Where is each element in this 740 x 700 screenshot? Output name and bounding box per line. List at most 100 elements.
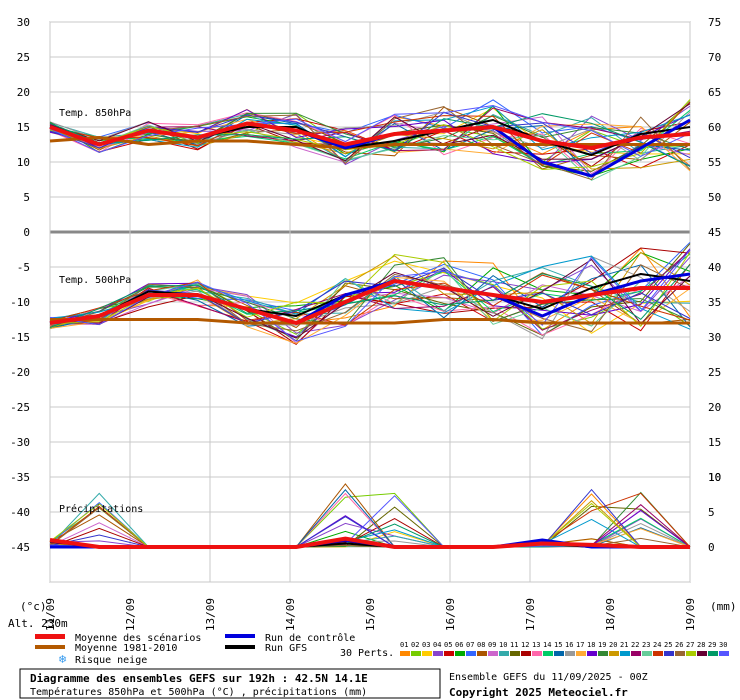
- pert-swatch: [400, 651, 410, 656]
- legend-snow: Risque neige: [75, 655, 147, 666]
- pert-swatch: [708, 651, 718, 656]
- main-series: [49, 118, 691, 549]
- mean-precip: [49, 536, 690, 549]
- pert-number: 27: [686, 641, 694, 649]
- pert-number: 14: [543, 641, 551, 649]
- pert-swatch: [565, 651, 575, 656]
- member-t850: [49, 104, 691, 157]
- mean-t850: [49, 121, 691, 150]
- pert-number: 07: [466, 641, 474, 649]
- pert-swatch: [411, 651, 421, 656]
- pert-swatch: [521, 651, 531, 656]
- right-tick-t500: 15: [708, 436, 721, 449]
- pert-number: 03: [422, 641, 430, 649]
- pert-swatch: [455, 651, 465, 656]
- copyright: Copyright 2025 Meteociel.fr: [449, 686, 628, 699]
- pert-number: 15: [554, 641, 562, 649]
- member-t850: [49, 101, 691, 166]
- legend-swatch-gfs: [225, 645, 255, 649]
- pert-swatch: [499, 651, 509, 656]
- left-tick: -5: [17, 261, 30, 274]
- member-t500: [49, 274, 691, 326]
- left-tick: 10: [17, 156, 30, 169]
- pert-number: 19: [598, 641, 606, 649]
- left-tick: -40: [10, 506, 30, 519]
- right-tick-t850: 45: [708, 226, 721, 239]
- pert-swatch: [653, 651, 663, 656]
- pert-number: 24: [653, 641, 661, 649]
- member-t500: [49, 257, 691, 325]
- right-tick-t500: 30: [708, 331, 721, 344]
- legend-climatology: Moyenne 1981-2010: [75, 643, 177, 654]
- right-tick-t500: 25: [708, 366, 721, 379]
- pert-swatch: [433, 651, 443, 656]
- left-tick: 0: [23, 226, 30, 239]
- left-tick: -30: [10, 436, 30, 449]
- date-label: 19/09: [684, 598, 697, 631]
- date-label: 17/09: [524, 598, 537, 631]
- pert-swatch: [576, 651, 586, 656]
- left-tick: 5: [23, 191, 30, 204]
- pert-number: 12: [521, 641, 529, 649]
- date-label: 15/09: [364, 598, 377, 631]
- right-tick-precip: 10: [708, 471, 721, 484]
- member-t500: [49, 251, 691, 328]
- pert-number: 08: [477, 641, 485, 649]
- mean-t500: [49, 279, 690, 325]
- legend-perts: 30 Perts.: [340, 648, 394, 659]
- left-tick: 15: [17, 121, 30, 134]
- pert-swatch: [609, 651, 619, 656]
- legend-swatch-control: [225, 634, 255, 638]
- pert-number: 17: [576, 641, 584, 649]
- date-label: 16/09: [444, 598, 457, 631]
- pert-swatch: [543, 651, 553, 656]
- pert-number: 20: [609, 641, 617, 649]
- pert-number: 21: [620, 641, 628, 649]
- right-tick-t500: 35: [708, 296, 721, 309]
- pert-swatch: [466, 651, 476, 656]
- date-label: 12/09: [124, 598, 137, 631]
- left-tick: -10: [10, 296, 30, 309]
- pert-swatch: [642, 651, 652, 656]
- legend: Moyenne des scénarios Moyenne 1981-2010 …: [35, 632, 729, 666]
- member-t500: [49, 264, 691, 328]
- right-tick-t500: 10: [708, 471, 721, 484]
- right-tick-t850: 50: [708, 191, 721, 204]
- right-tick-precip: 5: [708, 506, 715, 519]
- pert-swatch: [477, 651, 487, 656]
- right-tick-t500: 40: [708, 261, 721, 274]
- pert-swatch: [532, 651, 542, 656]
- legend-gfs: Run GFS: [265, 643, 307, 654]
- pert-number: 11: [510, 641, 518, 649]
- right-tick-t850: 70: [708, 51, 721, 64]
- pert-swatch: [697, 651, 707, 656]
- climatology-t850: [49, 136, 690, 150]
- left-tick: -20: [10, 366, 30, 379]
- pert-number: 28: [697, 641, 705, 649]
- left-tick: -25: [10, 401, 30, 414]
- pert-swatch: [554, 651, 564, 656]
- pert-number: 16: [565, 641, 573, 649]
- pert-swatch: [422, 651, 432, 656]
- climatology-t500: [50, 318, 690, 325]
- pert-number: 22: [631, 641, 639, 649]
- legend-swatch-mean: [35, 634, 65, 639]
- pert-number: 23: [642, 641, 650, 649]
- legend-mean: Moyenne des scénarios: [75, 632, 201, 644]
- pert-number: 30: [719, 641, 727, 649]
- pert-swatch: [587, 651, 597, 656]
- member-t500: [49, 267, 691, 325]
- title-box: [19, 668, 441, 699]
- legend-control: Run de contrôle: [265, 632, 355, 644]
- right-tick-t850: 55: [708, 156, 721, 169]
- left-tick: 30: [17, 16, 30, 29]
- pert-swatch: [686, 651, 696, 656]
- pert-swatch: [631, 651, 641, 656]
- right-tick-t850: 65: [708, 86, 721, 99]
- date-label: 14/09: [284, 598, 297, 631]
- right-axis-unit: (mm): [710, 600, 737, 613]
- date-label: 13/09: [204, 598, 217, 631]
- chart-title: Diagramme des ensembles GEFS sur 192h : …: [30, 672, 368, 685]
- pert-number: 06: [455, 641, 463, 649]
- pert-number: 02: [411, 641, 419, 649]
